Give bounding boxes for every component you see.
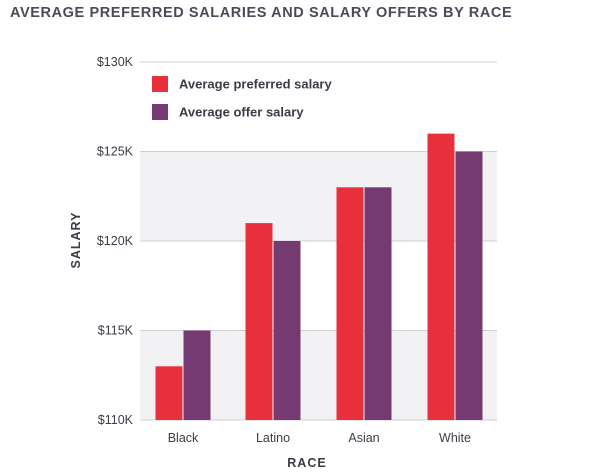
bar-offer-black (183, 330, 211, 420)
bars (155, 133, 483, 420)
bar-offer-white (455, 151, 483, 420)
bar-offer-asian (364, 187, 392, 420)
y-axis-ticks: $110K $115K $120K $125K $130K (97, 55, 134, 427)
legend-swatch (152, 104, 168, 120)
x-tick-label: White (439, 431, 471, 445)
y-tick-label: $125K (97, 145, 134, 159)
x-axis-ticks: Black Latino Asian White (168, 431, 471, 445)
bar-offer-latino (273, 241, 301, 420)
y-axis-title: SALARY (69, 212, 83, 269)
bar-preferred-latino (245, 223, 273, 420)
y-tick-label: $110K (98, 413, 134, 427)
chart-title: AVERAGE PREFERRED SALARIES AND SALARY OF… (10, 5, 513, 21)
legend-label: Average offer salary (179, 105, 304, 120)
y-tick-label: $130K (97, 55, 134, 69)
x-axis-title: RACE (287, 456, 326, 470)
bar-preferred-white (427, 133, 455, 420)
legend-swatch (152, 76, 168, 92)
y-tick-label: $115K (98, 324, 134, 338)
x-tick-label: Latino (256, 431, 290, 445)
y-tick-label: $120K (97, 234, 134, 248)
bar-preferred-asian (336, 187, 364, 420)
x-tick-label: Black (168, 431, 199, 445)
legend: Average preferred salary Average offer sa… (152, 76, 332, 120)
legend-label: Average preferred salary (179, 77, 332, 92)
bar-preferred-black (155, 366, 183, 420)
x-tick-label: Asian (348, 431, 379, 445)
